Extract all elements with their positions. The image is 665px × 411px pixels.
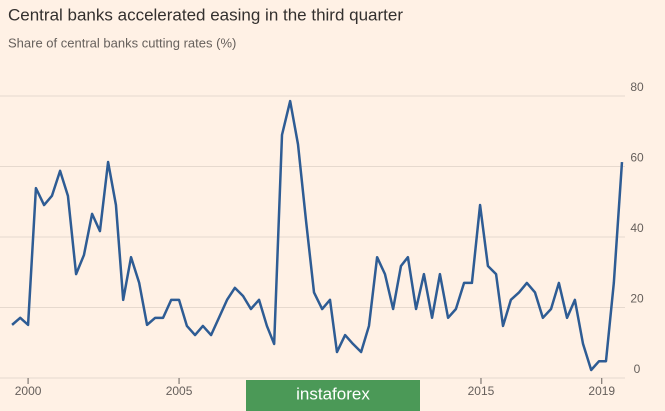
x-tick-label: 2000 — [15, 384, 42, 398]
watermark: instaforex — [296, 384, 370, 403]
chart-title: Central banks accelerated easing in the … — [8, 5, 403, 24]
watermark-box — [246, 380, 420, 411]
y-tick-label: 60 — [630, 151, 644, 165]
x-tick-label: 2005 — [166, 384, 193, 398]
y-tick-label: 40 — [630, 221, 644, 235]
y-tick-label: 0 — [634, 362, 641, 376]
chart-subtitle: Share of central banks cutting rates (%) — [8, 35, 236, 50]
x-tick-label: 2019 — [588, 384, 615, 398]
x-tick-label: 2015 — [468, 384, 495, 398]
y-tick-label: 20 — [630, 292, 644, 306]
data-line — [11, 99, 624, 372]
y-tick-label: 80 — [630, 80, 644, 94]
